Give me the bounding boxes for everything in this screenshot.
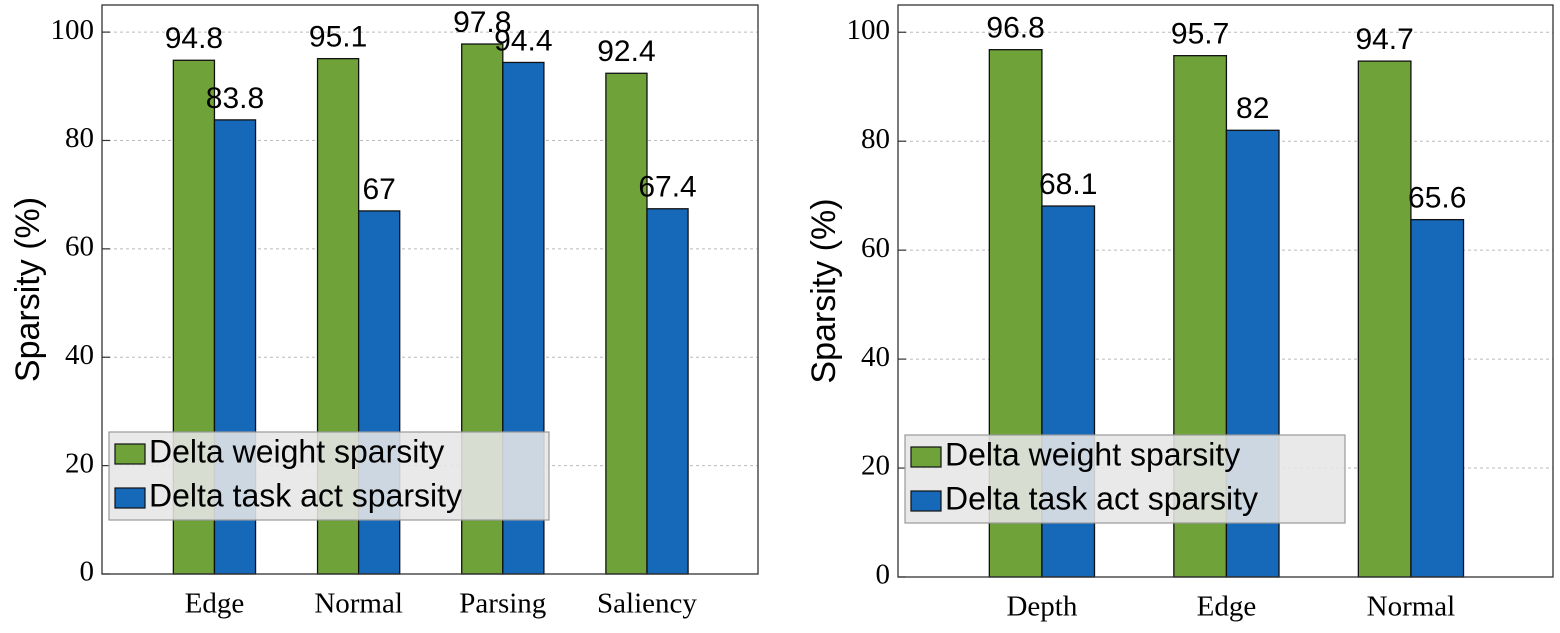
legend-swatch	[114, 443, 146, 465]
data-label: 94.7	[1355, 23, 1413, 56]
y-tick-label: 60	[861, 232, 890, 264]
axes-frame	[101, 4, 759, 575]
y-axis-label: Sparsity (%)	[9, 197, 47, 382]
y-tick-label: 80	[861, 123, 890, 155]
data-label: 82	[1236, 92, 1269, 125]
bar	[1357, 60, 1412, 578]
data-label: 95.1	[309, 21, 367, 54]
legend-label: Delta task act sparsity	[149, 477, 462, 513]
data-label: 94.8	[165, 22, 223, 55]
legend-label: Delta weight sparsity	[149, 433, 444, 469]
legend-box	[108, 431, 550, 521]
data-label: 92.4	[597, 35, 655, 68]
y-tick-label: 40	[65, 339, 94, 371]
legend-swatch	[910, 446, 942, 468]
y-tick-label: 20	[65, 447, 94, 479]
legend-box	[904, 434, 1346, 524]
y-tick-label: 20	[861, 450, 890, 482]
y-tick-label: 100	[51, 14, 95, 46]
data-label: 94.4	[494, 24, 552, 57]
subplot: 0 20 40 60 80 100 Depth 96.8 68.1 Edge 95.7 82 Norma…	[805, 4, 1554, 623]
data-label: 95.7	[1171, 18, 1229, 51]
y-tick-label: 60	[65, 231, 94, 263]
data-label: 83.8	[206, 82, 264, 115]
legend-label: Delta task act sparsity	[945, 480, 1258, 516]
x-tick-label: Depth	[1006, 591, 1077, 623]
bar	[605, 72, 648, 575]
subplot: 0 20 40 60 80 100 Edge 94.8 83.8 Normal 95.1 67 Pars…	[9, 4, 759, 620]
data-label: 65.6	[1408, 182, 1466, 215]
legend-swatch	[910, 490, 942, 512]
y-tick-label: 0	[876, 559, 891, 591]
data-label: 96.8	[986, 12, 1044, 45]
bar	[646, 208, 689, 575]
x-tick-label: Edge	[1197, 591, 1257, 623]
axes-frame	[897, 4, 1554, 578]
x-tick-label: Normal	[1367, 591, 1456, 623]
y-tick-label: 80	[65, 122, 94, 154]
x-tick-label: Saliency	[597, 588, 697, 620]
bar	[1410, 218, 1465, 578]
x-tick-label: Edge	[185, 588, 245, 620]
legend-label: Delta weight sparsity	[945, 436, 1240, 472]
x-tick-label: Parsing	[459, 588, 546, 620]
y-axis-label: Sparsity (%)	[805, 198, 843, 383]
y-tick-label: 0	[80, 556, 95, 588]
data-label: 67	[362, 173, 395, 206]
legend-swatch	[114, 487, 146, 509]
data-label: 67.4	[638, 171, 696, 204]
data-label: 97.8	[453, 6, 511, 39]
data-label: 68.1	[1039, 168, 1097, 201]
y-tick-label: 40	[861, 341, 890, 373]
x-tick-label: Normal	[314, 588, 403, 620]
y-tick-label: 100	[847, 14, 891, 46]
